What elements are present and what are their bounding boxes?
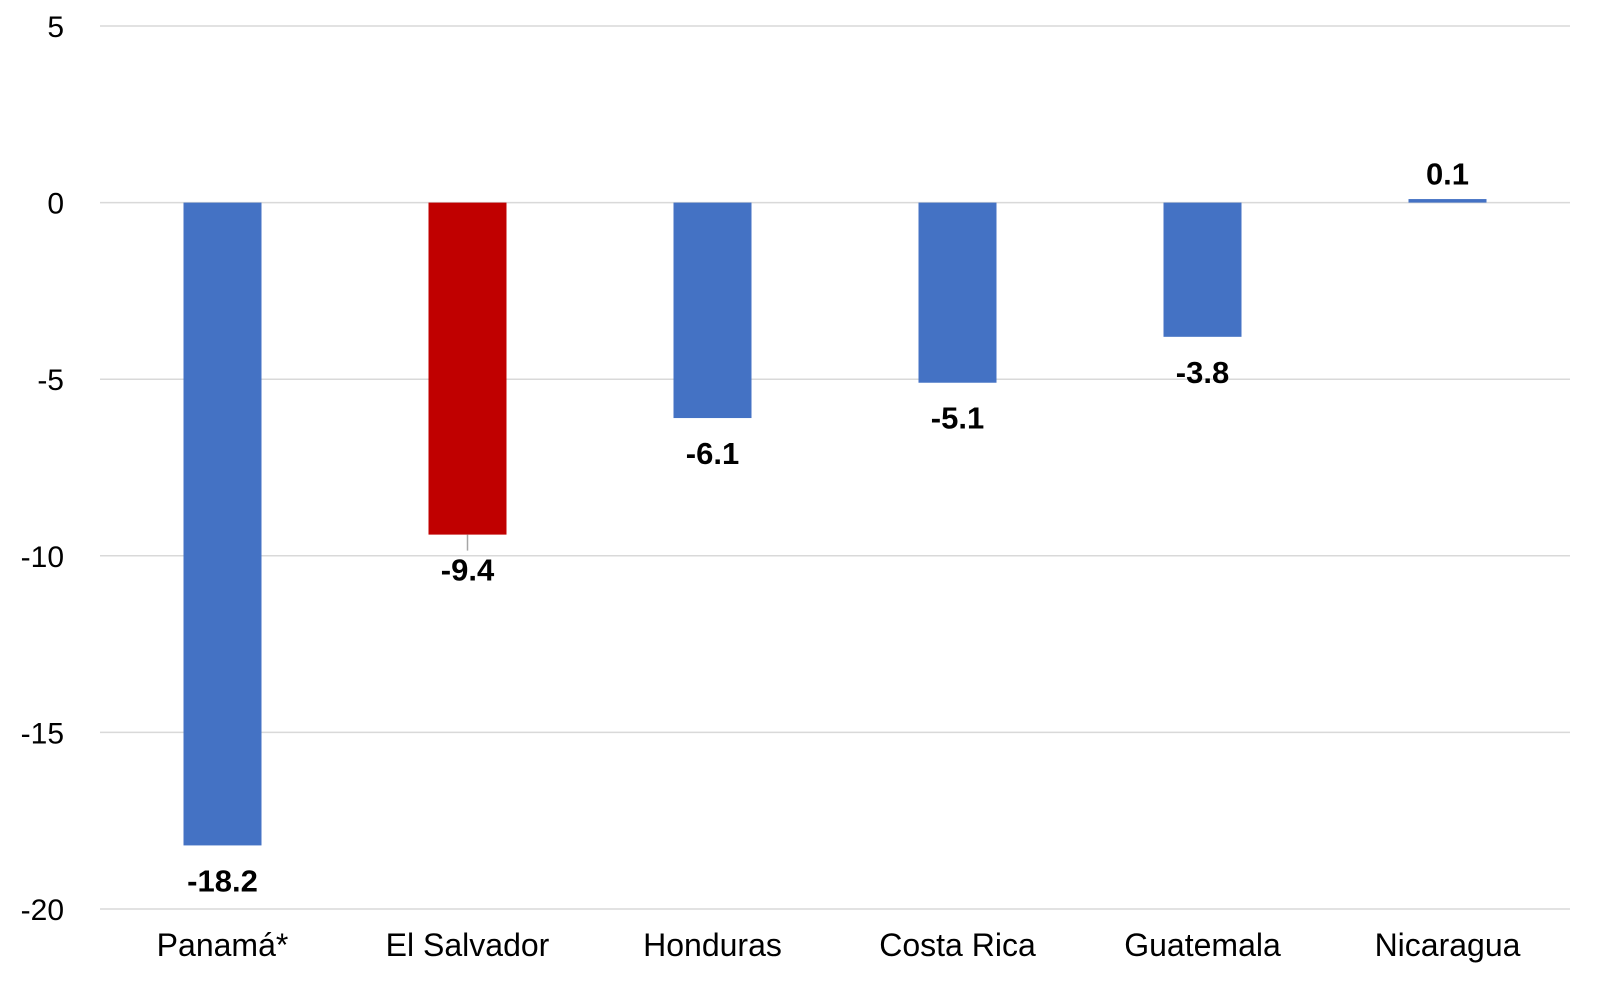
data-label: -18.2 — [187, 863, 258, 898]
y-tick-label: 5 — [47, 11, 64, 44]
bar-honduras — [673, 202, 752, 419]
bars — [183, 199, 1487, 846]
bar-costa-rica — [918, 202, 997, 383]
gridlines — [100, 25, 1570, 910]
y-tick-label: 0 — [47, 188, 64, 221]
bar-panam — [183, 202, 262, 846]
data-label: 0.1 — [1426, 157, 1469, 192]
data-label: -6.1 — [686, 436, 739, 471]
x-category-label: Panamá* — [157, 927, 289, 963]
y-axis-ticks: 5 0 -5 -10 -15 -20 — [21, 11, 64, 927]
x-category-label: Honduras — [643, 927, 782, 963]
y-tick-label: -10 — [21, 541, 64, 574]
data-labels: -18.2 -9.4 -6.1 -5.1 -3.8 0.1 — [187, 157, 1469, 899]
x-category-label: El Salvador — [386, 927, 550, 963]
y-tick-label: -5 — [37, 364, 64, 397]
data-label: -3.8 — [1176, 355, 1229, 390]
bar-guatemala — [1163, 202, 1242, 337]
x-category-label: Guatemala — [1124, 927, 1281, 963]
y-tick-label: -20 — [21, 894, 64, 927]
x-category-label: Nicaragua — [1375, 927, 1521, 963]
x-axis-categories: Panamá* El Salvador Honduras Costa Rica Guat… — [157, 927, 1521, 963]
x-category-label: Costa Rica — [879, 927, 1036, 963]
data-label: -9.4 — [441, 553, 495, 588]
bar-nicaragua — [1408, 199, 1487, 203]
bar-el-salvador — [428, 202, 507, 535]
data-label: -5.1 — [931, 401, 984, 436]
y-tick-label: -15 — [21, 717, 64, 750]
